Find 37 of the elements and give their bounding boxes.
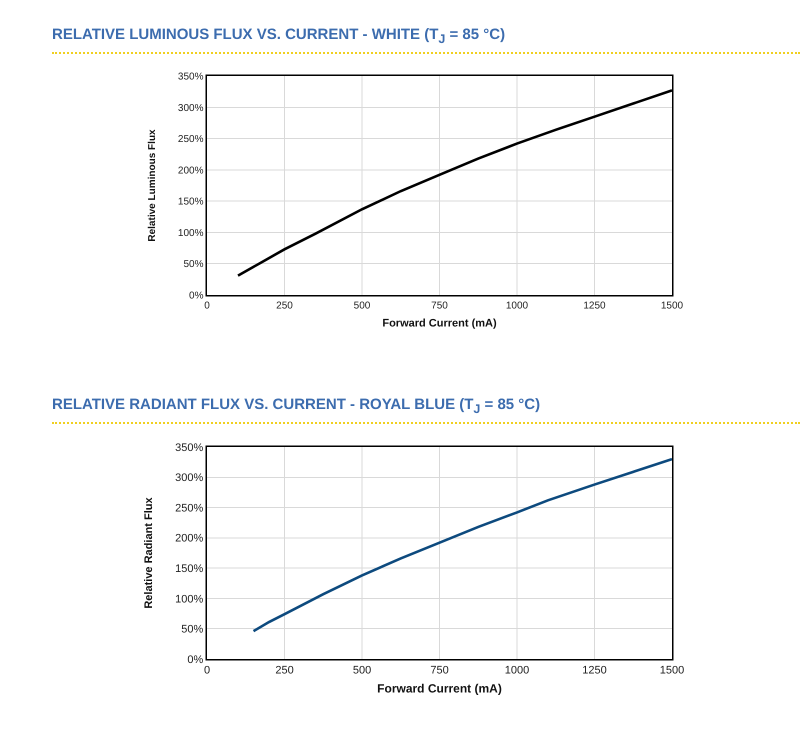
y-tick-label: 250% xyxy=(175,502,204,514)
chart-title: RELATIVE LUMINOUS FLUX VS. CURRENT - WHITE (T$_{J}$ = 85 °C) xyxy=(52,26,800,54)
y-tick-label: 350% xyxy=(178,72,204,82)
chart-title: RELATIVE RADIANT FLUX VS. CURRENT - ROYAL BLUE (T$_{J}$ = 85 °C) xyxy=(52,396,800,424)
x-tick-label: 0 xyxy=(204,300,210,312)
x-tick-label: 250 xyxy=(275,664,294,677)
y-tick-label: 0% xyxy=(189,290,204,302)
y-tick-label: 300% xyxy=(175,472,204,484)
y-axis-title: Relative Radiant Flux xyxy=(143,496,156,609)
x-tick-label: 1500 xyxy=(660,664,684,677)
line-series xyxy=(252,458,672,632)
y-tick-label: 50% xyxy=(183,259,204,270)
x-axis-title: Forward Current (mA) xyxy=(382,317,497,330)
x-tick-label: 1500 xyxy=(660,300,684,312)
x-tick-label: 750 xyxy=(431,300,448,312)
y-tick-label: 0% xyxy=(187,654,204,666)
y-tick-label: 300% xyxy=(178,102,204,114)
y-tick-label: 50% xyxy=(181,624,204,636)
y-tick-label: 150% xyxy=(178,196,204,208)
y-tick-label: 250% xyxy=(178,134,204,146)
y-tick-label: 150% xyxy=(175,562,204,575)
y-tick-label: 100% xyxy=(175,593,204,606)
x-axis-title: Forward Current (mA) xyxy=(377,681,502,696)
x-tick-label: 750 xyxy=(430,664,449,677)
x-tick-label: 250 xyxy=(276,300,294,312)
y-axis-title: Relative Luminous Flux xyxy=(147,128,158,242)
x-tick-label: 500 xyxy=(352,664,372,677)
y-tick-label: 100% xyxy=(178,228,204,239)
y-tick-label: 350% xyxy=(175,442,204,454)
x-tick-label: 500 xyxy=(354,300,371,312)
x-tick-label: 0 xyxy=(204,664,210,677)
y-tick-label: 200% xyxy=(178,165,204,176)
x-tick-label: 1250 xyxy=(583,300,606,312)
x-tick-label: 1250 xyxy=(582,664,607,677)
y-tick-label: 200% xyxy=(175,532,204,545)
x-tick-label: 1000 xyxy=(504,664,530,677)
x-tick-label: 1000 xyxy=(506,300,529,312)
